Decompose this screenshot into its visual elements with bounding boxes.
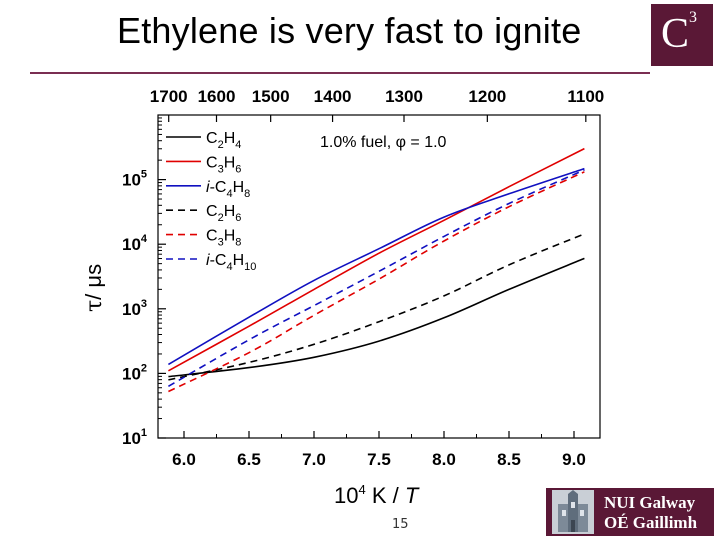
c3-logo: C 3 bbox=[651, 4, 713, 66]
series-lines bbox=[167, 147, 585, 393]
top-tick-label: 1100 bbox=[567, 87, 604, 106]
title-divider bbox=[30, 72, 650, 74]
x-axis-label-rest: K / bbox=[366, 483, 405, 508]
x-tick-label: 7.5 bbox=[367, 450, 391, 469]
x-tick-label: 7.0 bbox=[302, 450, 326, 469]
series-line-c3h8 bbox=[168, 171, 585, 393]
y-axis-label-tau: τ bbox=[82, 300, 107, 312]
page-number: 15 bbox=[392, 517, 409, 532]
x-axis-label-exp: 4 bbox=[358, 482, 365, 497]
y-tick-label: 102 bbox=[122, 362, 147, 383]
series-line-c3h6 bbox=[168, 147, 585, 372]
x-axis: 6.0 6.5 7.0 7.5 8.0 8.5 9.0 bbox=[172, 431, 586, 469]
legend-label: C2H6 bbox=[206, 203, 241, 224]
chart-annotation: 1.0% fuel, φ = 1.0 bbox=[320, 134, 447, 151]
series-line-i-c4h8 bbox=[167, 167, 585, 366]
legend-label: C3H6 bbox=[206, 154, 241, 175]
y-tick-label: 103 bbox=[122, 298, 147, 319]
university-name-irish: OÉ Gaillimh bbox=[604, 513, 698, 532]
x-axis-label-var: T bbox=[405, 483, 420, 508]
nui-galway-logo: NUI Galway OÉ Gaillimh bbox=[546, 488, 714, 536]
top-axis: 1700 1600 1500 1400 1300 1200 1100 bbox=[150, 87, 604, 122]
legend: C2H4 C3H6 i-C4H8 C2H6 C3H8 i-C4H10 bbox=[166, 130, 256, 273]
series-line-c2h4 bbox=[168, 257, 585, 378]
logo-letter: C bbox=[661, 11, 690, 57]
top-tick-label: 1700 bbox=[150, 87, 188, 106]
x-axis-label-base: 10 bbox=[334, 483, 358, 508]
legend-label: C2H4 bbox=[206, 130, 241, 151]
y-axis-label-rest: / μs bbox=[81, 264, 106, 300]
series-line-c2h6 bbox=[168, 233, 585, 381]
top-tick-label: 1300 bbox=[385, 87, 423, 106]
slide-title: Ethylene is very fast to ignite bbox=[117, 10, 582, 51]
x-tick-label: 6.0 bbox=[172, 450, 196, 469]
y-axis: 101 102 103 104 105 bbox=[122, 117, 166, 448]
legend-label: i-C4H8 bbox=[206, 179, 250, 200]
top-tick-label: 1500 bbox=[252, 87, 290, 106]
x-tick-label: 8.0 bbox=[432, 450, 456, 469]
top-tick-label: 1600 bbox=[198, 87, 236, 106]
y-tick-label: 104 bbox=[122, 233, 148, 254]
top-tick-label: 1400 bbox=[314, 87, 352, 106]
y-axis-label: τ/ μs bbox=[81, 264, 107, 312]
x-tick-label: 9.0 bbox=[562, 450, 586, 469]
y-tick-label: 101 bbox=[122, 427, 147, 448]
university-name: NUI Galway bbox=[604, 493, 696, 512]
university-crest-icon bbox=[552, 490, 594, 534]
legend-label: C3H8 bbox=[206, 228, 241, 249]
x-axis-label: 104 K / T bbox=[334, 482, 420, 508]
y-tick-label: 105 bbox=[122, 169, 147, 190]
x-tick-label: 6.5 bbox=[237, 450, 261, 469]
top-tick-label: 1200 bbox=[468, 87, 506, 106]
series-line-i-c4h10 bbox=[168, 169, 585, 387]
legend-label: i-C4H10 bbox=[206, 252, 256, 273]
x-tick-label: 8.5 bbox=[497, 450, 521, 469]
logo-superscript: 3 bbox=[689, 9, 697, 26]
